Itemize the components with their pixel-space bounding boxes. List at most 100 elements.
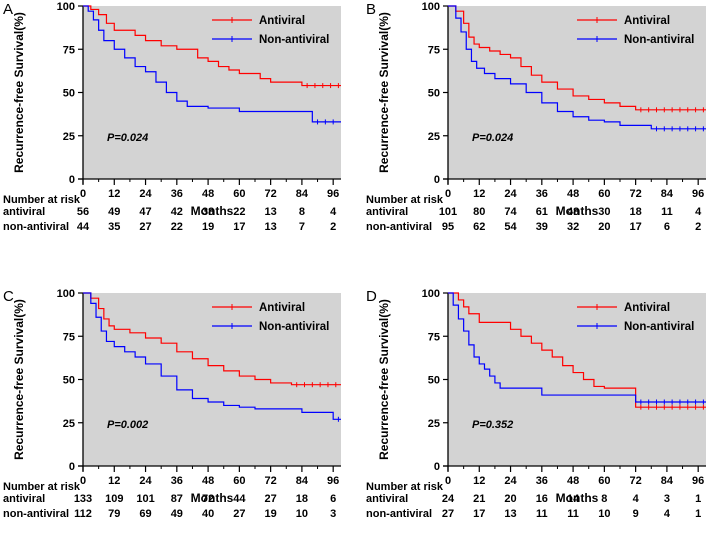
x-tick-label: 72 [630, 475, 642, 487]
x-tick-label: 24 [139, 188, 152, 200]
risk-value-non-antiviral: 2 [330, 221, 336, 233]
risk-value-non-antiviral: 17 [630, 221, 642, 233]
p-value: P=0.002 [107, 419, 148, 431]
risk-label-non-antiviral: non-antiviral [366, 508, 432, 520]
risk-value-non-antiviral: 17 [233, 221, 245, 233]
x-tick-label: 24 [504, 188, 517, 200]
legend-antiviral-label: Antiviral [624, 302, 670, 314]
risk-value-antiviral: 101 [136, 493, 154, 505]
y-tick-label: 100 [422, 288, 440, 300]
x-axis-label: Months [556, 491, 599, 505]
risk-table-title: Number at risk [366, 194, 444, 206]
risk-value-antiviral: 47 [139, 206, 151, 218]
y-tick-label: 50 [63, 375, 75, 387]
legend-antiviral-label: Antiviral [259, 302, 305, 314]
x-tick-label: 36 [536, 188, 548, 200]
x-tick-label: 84 [661, 188, 674, 200]
legend-antiviral-label: Antiviral [259, 15, 305, 27]
x-tick-label: 24 [504, 475, 517, 487]
risk-value-non-antiviral: 69 [139, 508, 151, 520]
risk-value-non-antiviral: 17 [473, 508, 485, 520]
x-tick-label: 84 [296, 475, 309, 487]
risk-value-antiviral: 101 [439, 206, 457, 218]
p-value: P=0.024 [472, 132, 513, 144]
x-tick-label: 60 [233, 475, 245, 487]
x-tick-label: 0 [80, 475, 86, 487]
risk-value-non-antiviral: 27 [233, 508, 245, 520]
risk-table-title: Number at risk [366, 481, 444, 493]
plot-area [448, 6, 706, 179]
x-tick-label: 96 [692, 188, 704, 200]
x-tick-label: 72 [265, 475, 277, 487]
y-tick-label: 0 [69, 174, 75, 186]
panel-letter: D [366, 288, 377, 305]
risk-value-antiviral: 3 [664, 493, 670, 505]
risk-value-non-antiviral: 20 [598, 221, 610, 233]
x-tick-label: 60 [233, 188, 245, 200]
risk-value-non-antiviral: 9 [633, 508, 639, 520]
risk-value-non-antiviral: 49 [171, 508, 183, 520]
x-tick-label: 36 [171, 475, 183, 487]
y-tick-label: 25 [63, 418, 75, 430]
risk-value-antiviral: 74 [504, 206, 517, 218]
risk-value-non-antiviral: 4 [664, 508, 671, 520]
risk-value-non-antiviral: 13 [504, 508, 516, 520]
risk-value-non-antiviral: 39 [536, 221, 548, 233]
risk-value-non-antiviral: 19 [202, 221, 214, 233]
risk-value-non-antiviral: 10 [296, 508, 308, 520]
panel-letter: C [3, 288, 14, 305]
x-axis-label: Months [556, 204, 599, 218]
risk-value-antiviral: 4 [330, 206, 337, 218]
risk-value-antiviral: 80 [473, 206, 485, 218]
x-tick-label: 84 [661, 475, 674, 487]
risk-value-non-antiviral: 112 [74, 508, 92, 520]
legend-non-antiviral-label: Non-antiviral [624, 34, 694, 46]
risk-value-antiviral: 133 [74, 493, 92, 505]
y-tick-label: 25 [63, 131, 75, 143]
non-antiviral-curve [83, 292, 341, 420]
x-tick-label: 36 [171, 188, 183, 200]
x-tick-label: 72 [630, 188, 642, 200]
risk-value-antiviral: 22 [233, 206, 245, 218]
x-tick-label: 36 [536, 475, 548, 487]
y-tick-label: 25 [428, 418, 440, 430]
risk-value-non-antiviral: 19 [265, 508, 277, 520]
risk-value-antiviral: 16 [536, 493, 548, 505]
risk-value-antiviral: 4 [695, 206, 702, 218]
risk-value-non-antiviral: 6 [664, 221, 670, 233]
risk-label-antiviral: antiviral [3, 206, 45, 218]
non-antiviral-curve [448, 5, 706, 130]
y-tick-label: 100 [57, 288, 75, 300]
risk-value-antiviral: 49 [108, 206, 120, 218]
risk-value-antiviral: 4 [633, 493, 640, 505]
y-tick-label: 75 [63, 331, 75, 343]
risk-value-non-antiviral: 22 [171, 221, 183, 233]
risk-value-non-antiviral: 10 [598, 508, 610, 520]
risk-value-non-antiviral: 27 [442, 508, 454, 520]
risk-value-antiviral: 21 [473, 493, 485, 505]
y-tick-label: 0 [434, 461, 440, 473]
risk-value-non-antiviral: 95 [442, 221, 454, 233]
y-axis-label: Recurrence-free Survival(%) [12, 299, 26, 460]
risk-table-title: Number at risk [3, 481, 81, 493]
plot-area [448, 293, 706, 466]
y-axis-label: Recurrence-free Survival(%) [377, 12, 391, 173]
x-tick-label: 12 [473, 475, 485, 487]
risk-value-antiviral: 8 [299, 206, 305, 218]
risk-value-antiviral: 14 [567, 493, 580, 505]
risk-value-non-antiviral: 13 [265, 221, 277, 233]
panel-letter: B [366, 1, 376, 18]
x-tick-label: 48 [202, 475, 214, 487]
risk-value-non-antiviral: 11 [536, 508, 548, 520]
x-tick-label: 0 [445, 188, 451, 200]
risk-label-antiviral: antiviral [366, 206, 408, 218]
x-tick-label: 0 [445, 475, 451, 487]
y-tick-label: 25 [428, 131, 440, 143]
risk-value-antiviral: 20 [504, 493, 516, 505]
risk-value-antiviral: 24 [442, 493, 455, 505]
x-tick-label: 48 [567, 475, 579, 487]
risk-label-antiviral: antiviral [366, 493, 408, 505]
panel-letter: A [3, 1, 13, 18]
